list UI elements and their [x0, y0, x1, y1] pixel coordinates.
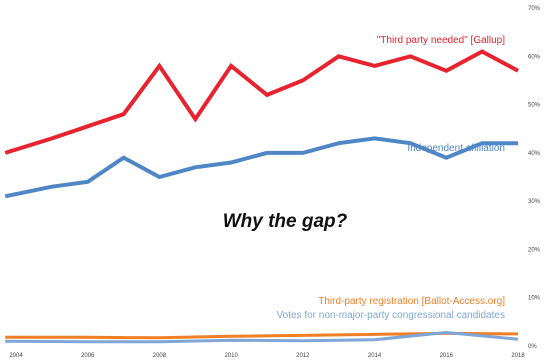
- y-tick-label: 30%: [528, 199, 541, 205]
- series-label-3: Votes for non-major-party congressional …: [277, 310, 505, 321]
- x-axis: 2004 2006 2008 2010 2012 2014 2016 2018: [9, 353, 525, 359]
- y-axis: 0% 10% 20% 30% 40% 50% 60% 70%: [528, 6, 541, 350]
- y-tick-label: 40%: [528, 151, 541, 157]
- x-tick-label: 2012: [296, 353, 310, 359]
- y-tick-label: 20%: [528, 247, 541, 253]
- x-tick-label: 2014: [368, 353, 382, 359]
- y-tick-label: 60%: [528, 54, 541, 60]
- chart-annotation: Why the gap?: [223, 211, 348, 232]
- y-tick-label: 70%: [528, 6, 541, 12]
- y-tick-label: 10%: [528, 296, 541, 302]
- series-line-1: [4, 136, 518, 199]
- series-line-0: [4, 49, 519, 155]
- x-tick-label: 2016: [440, 353, 454, 359]
- series-label-0: "Third party needed" [Gallup]: [377, 35, 506, 46]
- x-tick-label: 2010: [224, 353, 238, 359]
- series-label-1: Independent affiliation: [407, 143, 505, 154]
- x-tick-label: 2006: [81, 353, 95, 359]
- x-tick-label: 2018: [511, 353, 525, 359]
- y-tick-label: 50%: [528, 103, 541, 109]
- series-labels: "Third party needed" [Gallup] Independent…: [277, 35, 506, 321]
- y-tick-label: 0%: [528, 344, 537, 350]
- series-lines: [4, 49, 519, 344]
- series-line-3: [5, 330, 519, 344]
- series-label-2: Third-party registration [Ballot-Access.…: [318, 296, 505, 307]
- x-tick-label: 2008: [153, 353, 167, 359]
- x-tick-label: 2004: [9, 353, 23, 359]
